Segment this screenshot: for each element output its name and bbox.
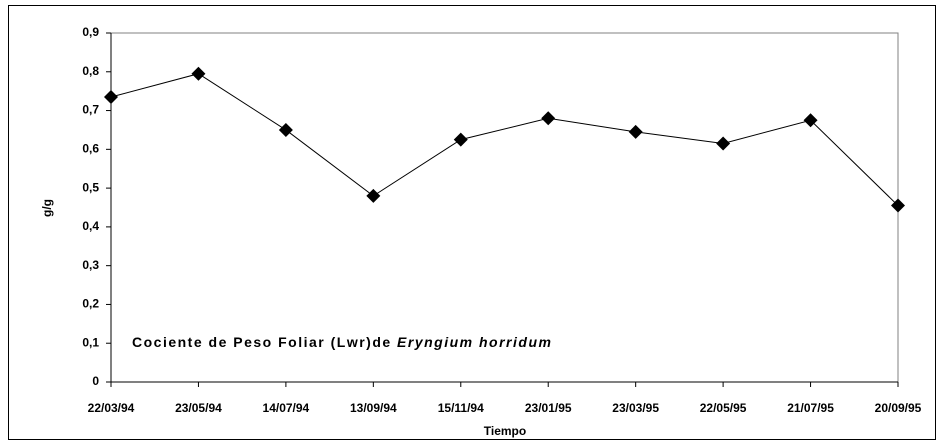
- x-tick-label: 15/11/94: [438, 401, 484, 415]
- data-line: [110, 73, 899, 206]
- y-tick-label: 0: [92, 374, 99, 388]
- x-tick-label: 23/01/95: [525, 401, 572, 415]
- y-tick-label: 0,7: [82, 103, 99, 117]
- x-tick-label: 21/07/95: [787, 401, 834, 415]
- data-point: [191, 66, 206, 81]
- annotation-text: Cociente de Peso Foliar (Lwr)de: [132, 334, 392, 350]
- data-point: [628, 124, 643, 139]
- chart-frame: [8, 5, 936, 440]
- data-point: [891, 198, 905, 213]
- y-tick-label: 0,1: [82, 335, 99, 349]
- data-point: [453, 132, 468, 147]
- x-tick-label: 13/09/94: [350, 401, 397, 415]
- x-tick-label: 20/09/95: [875, 401, 922, 415]
- annotation: Cociente de Peso Foliar (Lwr)de Eryngium…: [132, 334, 552, 350]
- x-tick-label: 14/07/94: [263, 401, 310, 415]
- data-point: [366, 188, 381, 203]
- annotation-species: Eryngium horridum: [397, 334, 552, 350]
- x-tick-label: 22/03/94: [88, 401, 135, 415]
- x-tick-label: 23/03/95: [612, 401, 659, 415]
- x-axis-label: Tiempo: [484, 424, 526, 438]
- y-tick-label: 0,4: [82, 219, 99, 233]
- x-tick-label: 22/05/95: [700, 401, 747, 415]
- y-tick-label: 0,3: [82, 258, 99, 272]
- data-point: [541, 111, 556, 126]
- data-point: [278, 122, 293, 137]
- x-tick-label: 23/05/94: [175, 401, 222, 415]
- y-tick-label: 0,2: [82, 297, 99, 311]
- y-axis-label: g/g: [40, 199, 54, 217]
- y-tick-label: 0,6: [82, 142, 99, 156]
- y-tick-label: 0,8: [82, 64, 99, 78]
- data-point: [104, 89, 118, 104]
- y-tick-label: 0,5: [82, 180, 99, 194]
- y-tick-label: 0,9: [82, 25, 99, 39]
- data-point: [716, 136, 731, 151]
- data-point: [803, 113, 818, 128]
